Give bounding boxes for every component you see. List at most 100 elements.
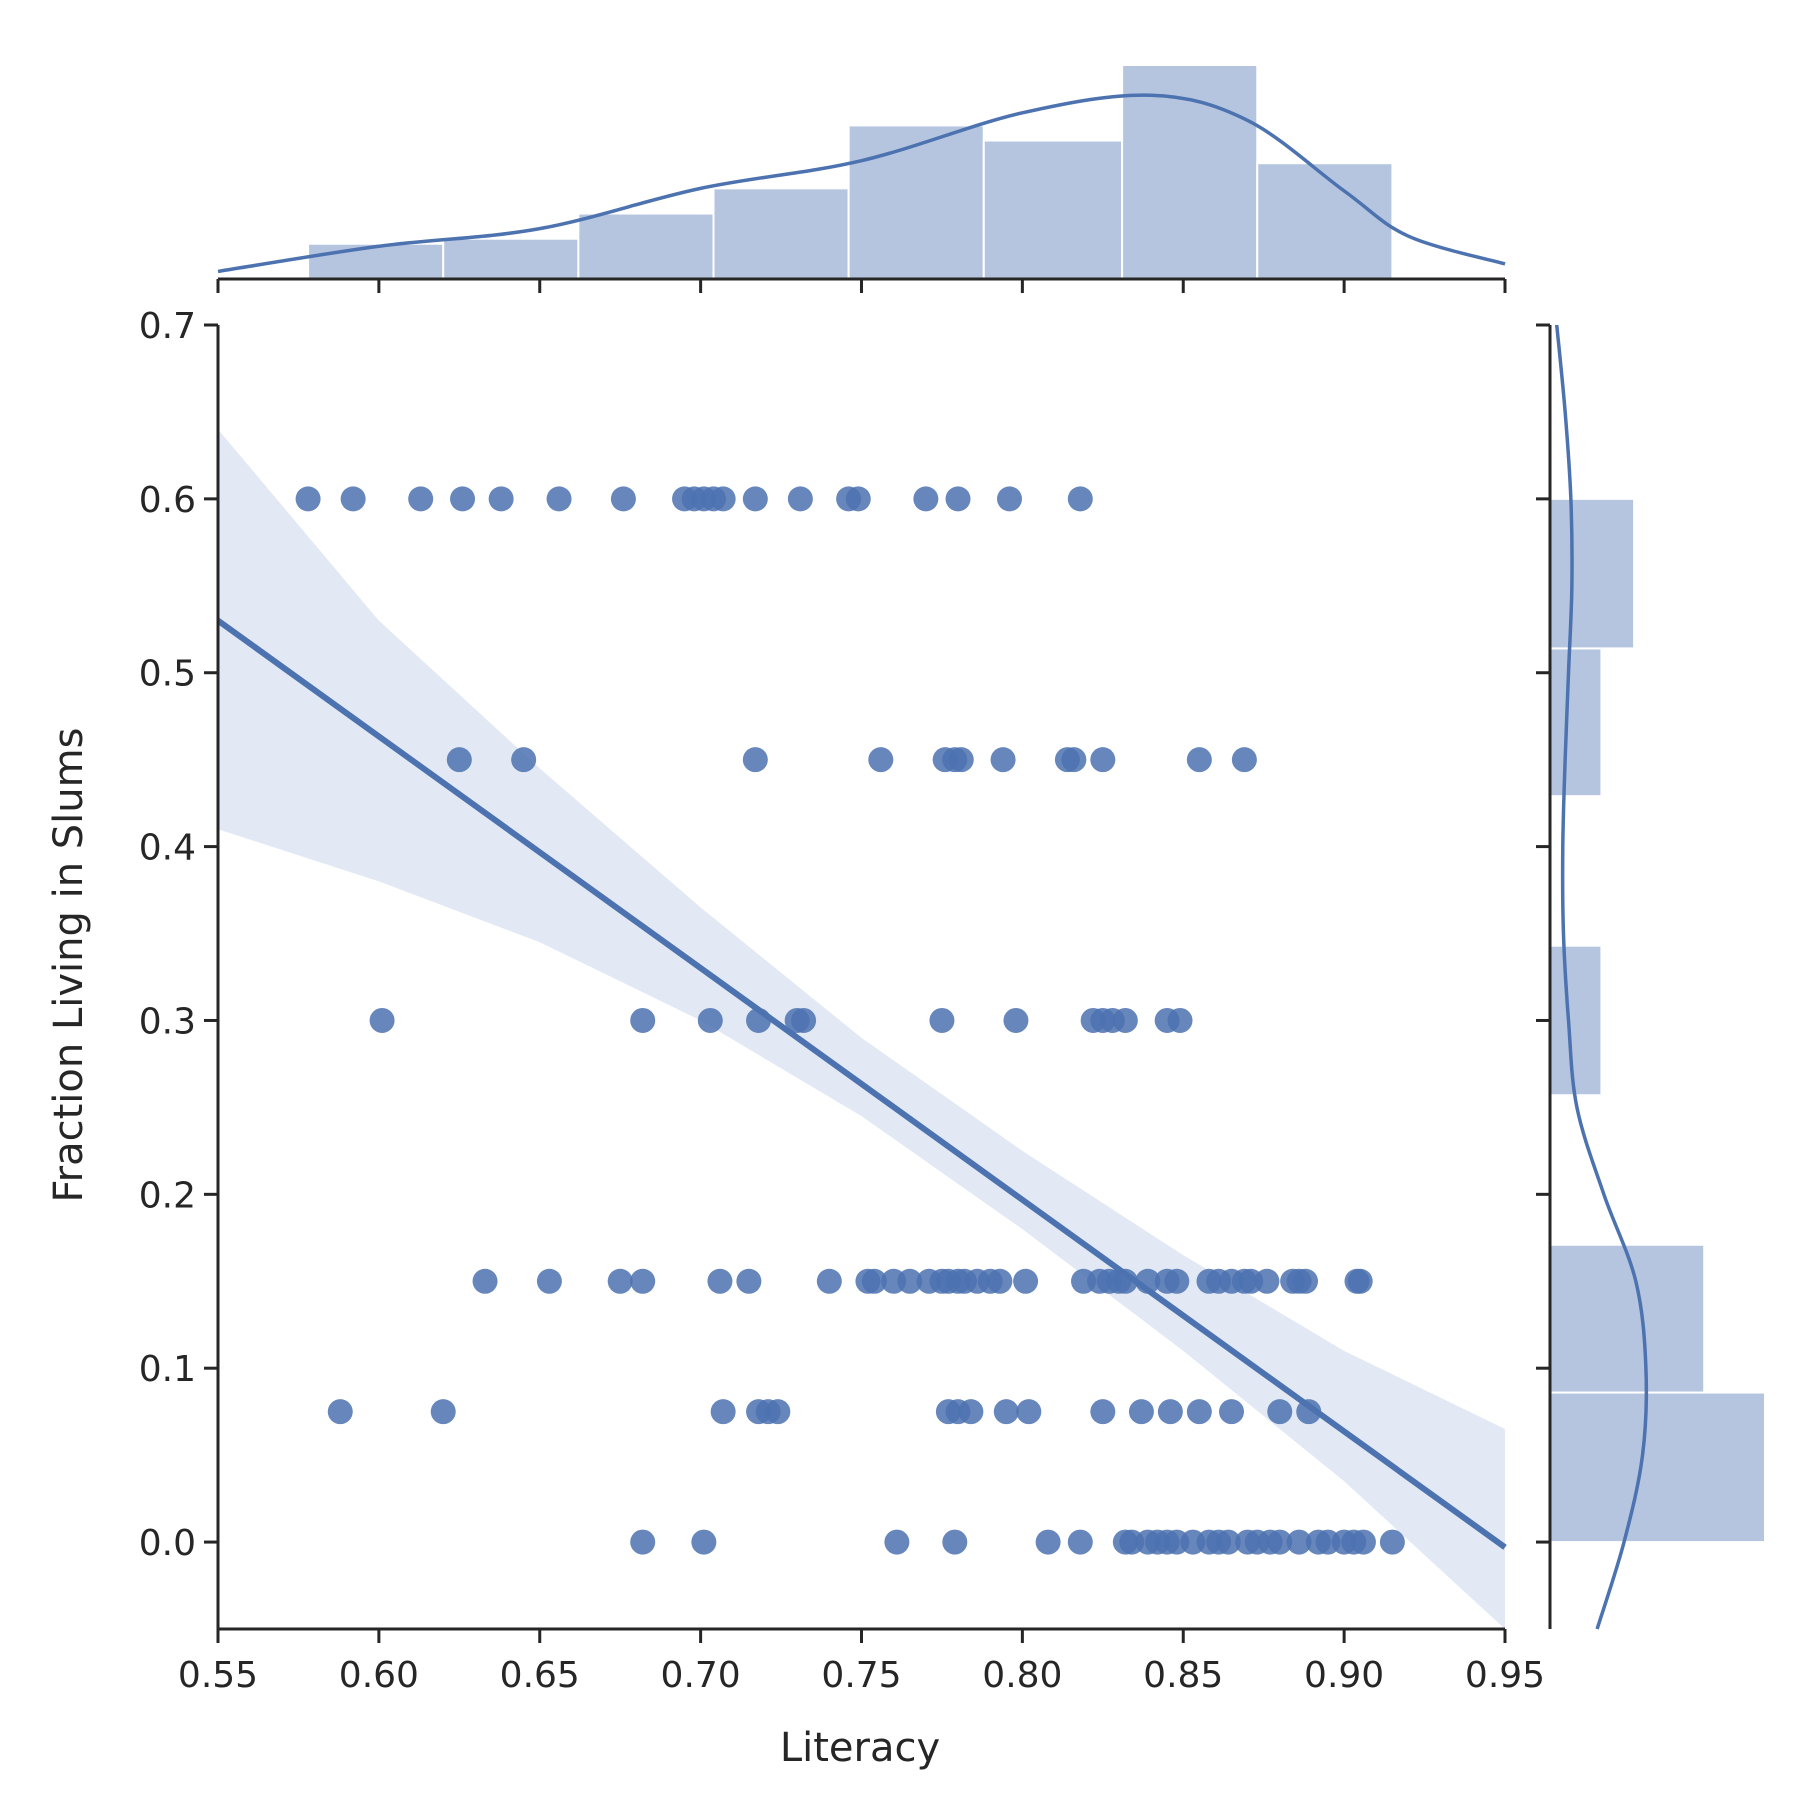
scatter-point bbox=[945, 486, 971, 512]
tick-marks-and-labels: 0.55 0.60 0.65 0.70 0.75 0.80 0.85 0.90 0.95 0.0 0… bbox=[139, 306, 1545, 1696]
confidence-band-layer bbox=[218, 429, 1505, 1629]
right-hist-bar bbox=[1549, 647, 1603, 798]
right-hist-bar bbox=[1549, 1243, 1706, 1394]
y-tick-label: 0.5 bbox=[139, 654, 196, 695]
scatter-point bbox=[948, 747, 974, 773]
right-kde-curve bbox=[1554, 324, 1649, 1630]
scatter-point bbox=[408, 486, 434, 512]
regression-line-layer bbox=[216, 618, 1507, 1550]
scatter-point bbox=[929, 1007, 955, 1033]
scatter-point bbox=[1186, 1399, 1212, 1425]
scatter-point bbox=[446, 747, 472, 773]
scatter-point bbox=[1350, 1529, 1376, 1555]
scatter-point bbox=[1186, 747, 1212, 773]
y-tick-label: 0.7 bbox=[139, 306, 196, 347]
scatter-point bbox=[765, 1399, 791, 1425]
scatter-point bbox=[691, 1529, 717, 1555]
scatter-point bbox=[707, 1268, 733, 1294]
top-hist-bar bbox=[307, 242, 445, 281]
scatter-point bbox=[987, 1268, 1013, 1294]
scatter-point bbox=[897, 1268, 923, 1294]
scatter-point bbox=[993, 1399, 1019, 1425]
scatter-point bbox=[630, 1268, 656, 1294]
scatter-point bbox=[1013, 1268, 1039, 1294]
scatter-point bbox=[546, 486, 572, 512]
scatter-point bbox=[997, 486, 1023, 512]
top-hist-bar bbox=[712, 187, 850, 280]
top-hist-bar bbox=[577, 212, 715, 281]
scatter-point bbox=[1003, 1007, 1029, 1033]
scatter-point bbox=[472, 1268, 498, 1294]
x-tick-label: 0.65 bbox=[500, 1655, 580, 1696]
scatter-point bbox=[340, 486, 366, 512]
scatter-point bbox=[1035, 1529, 1061, 1555]
scatter-point bbox=[1347, 1268, 1373, 1294]
right-hist-bar bbox=[1549, 1391, 1766, 1544]
scatter-point bbox=[430, 1399, 456, 1425]
scatter-point bbox=[710, 486, 736, 512]
right-marginal-histogram bbox=[1536, 323, 1766, 1630]
y-axis-label: Fraction Living in Slums bbox=[46, 728, 92, 1203]
y-tick-label: 0.4 bbox=[139, 828, 196, 869]
scatter-point bbox=[1267, 1529, 1293, 1555]
scatter-point bbox=[845, 486, 871, 512]
top-hist-bar bbox=[442, 237, 580, 281]
scatter-point bbox=[742, 486, 768, 512]
scatter-point bbox=[1167, 1007, 1193, 1033]
y-tick-label: 0.6 bbox=[139, 480, 196, 521]
scatter-point bbox=[868, 747, 894, 773]
top-hist-bar bbox=[1256, 162, 1394, 280]
scatter-point bbox=[1061, 747, 1087, 773]
top-hist-bar bbox=[982, 139, 1124, 280]
scatter-point bbox=[630, 1529, 656, 1555]
scatter-point bbox=[710, 1399, 736, 1425]
scatter-point bbox=[884, 1529, 910, 1555]
scatter-point bbox=[742, 747, 768, 773]
confidence-band bbox=[218, 429, 1505, 1629]
top-hist-bar bbox=[847, 124, 985, 281]
scatter-point bbox=[1231, 747, 1257, 773]
scatter-point bbox=[1293, 1268, 1319, 1294]
scatter-point bbox=[369, 1007, 395, 1033]
scatter-point bbox=[488, 486, 514, 512]
right-hist-bar bbox=[1549, 497, 1636, 650]
scatter-point bbox=[1016, 1399, 1042, 1425]
scatter-point bbox=[816, 1268, 842, 1294]
scatter-point bbox=[1067, 486, 1093, 512]
scatter-point bbox=[450, 486, 476, 512]
scatter-point bbox=[1379, 1529, 1405, 1555]
y-tick-label: 0.3 bbox=[139, 1001, 196, 1042]
scatter-point bbox=[1128, 1399, 1154, 1425]
scatter-point bbox=[1286, 1529, 1312, 1555]
x-tick-label: 0.90 bbox=[1304, 1655, 1384, 1696]
y-tick-label: 0.1 bbox=[139, 1349, 196, 1390]
scatter-points bbox=[295, 486, 1405, 1555]
regression-line bbox=[216, 618, 1507, 1550]
scatter-point bbox=[295, 486, 321, 512]
scatter-point bbox=[1254, 1268, 1280, 1294]
top-marginal-histogram bbox=[216, 64, 1507, 293]
scatter-point bbox=[1164, 1268, 1190, 1294]
scatter-point bbox=[942, 1529, 968, 1555]
x-tick-label: 0.95 bbox=[1465, 1655, 1545, 1696]
scatter-point bbox=[1112, 1007, 1138, 1033]
scatter-point bbox=[913, 486, 939, 512]
scatter-point bbox=[327, 1399, 353, 1425]
scatter-point bbox=[791, 1007, 817, 1033]
scatter-point bbox=[990, 747, 1016, 773]
x-tick-label: 0.80 bbox=[982, 1655, 1062, 1696]
scatter-point bbox=[610, 486, 636, 512]
scatter-point bbox=[736, 1268, 762, 1294]
scatter-point bbox=[511, 747, 537, 773]
scatter-point bbox=[958, 1399, 984, 1425]
x-tick-label: 0.60 bbox=[339, 1655, 419, 1696]
scatter-point bbox=[787, 486, 813, 512]
scatter-point bbox=[1296, 1399, 1322, 1425]
scatter-point bbox=[861, 1268, 887, 1294]
top-hist-bar bbox=[1121, 64, 1259, 280]
scatter-point bbox=[536, 1268, 562, 1294]
right-hist-bar bbox=[1549, 944, 1603, 1097]
scatter-point bbox=[1215, 1529, 1241, 1555]
y-tick-label: 0.0 bbox=[139, 1523, 196, 1564]
